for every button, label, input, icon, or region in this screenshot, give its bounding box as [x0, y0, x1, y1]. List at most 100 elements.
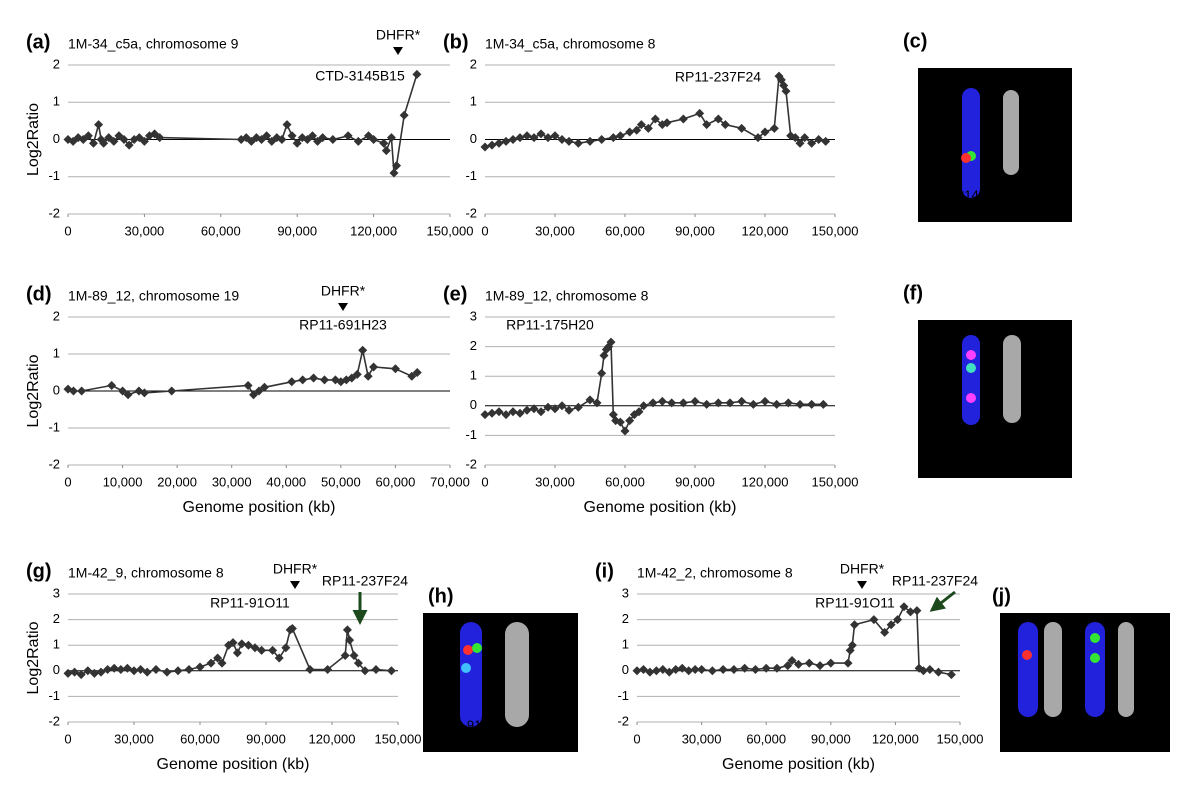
panel-label: (e): [443, 283, 467, 305]
data-point: [369, 362, 379, 372]
chart-title: 1M-42_2, chromosome 8: [637, 565, 793, 581]
data-point: [946, 670, 956, 680]
data-point: [893, 615, 903, 625]
data-point: [702, 399, 712, 409]
x-tick-label: 60,000: [376, 474, 416, 489]
y-tick-label: 0: [470, 397, 477, 412]
y-axis-title: Log2Ratio: [25, 621, 42, 694]
chromosome: [1044, 622, 1062, 717]
data-point: [677, 663, 687, 673]
data-point: [83, 131, 93, 141]
y-tick-label: -2: [465, 205, 477, 220]
data-point: [386, 133, 396, 143]
data-line: [67, 350, 418, 396]
data-point: [543, 133, 553, 143]
data-point: [352, 369, 362, 379]
data-point: [122, 663, 132, 673]
data-point: [664, 667, 674, 677]
panel-label: (f): [903, 282, 923, 304]
data-point: [103, 665, 113, 675]
y-tick-label: 2: [53, 308, 60, 323]
y-tick-label: -1: [48, 688, 60, 703]
chromosome: [1085, 622, 1105, 717]
data-point: [298, 375, 308, 385]
x-tick-label: 120,000: [742, 474, 789, 489]
data-point: [690, 396, 700, 406]
data-point: [643, 123, 653, 133]
data-point: [83, 666, 93, 676]
data-point: [287, 624, 297, 634]
data-point: [94, 120, 104, 130]
data-point: [918, 666, 928, 676]
data-point: [748, 399, 758, 409]
x-tick-label: 90,000: [277, 223, 317, 238]
y-tick-label: 2: [53, 56, 60, 71]
data-point: [480, 142, 490, 152]
panel-label: (c): [903, 30, 927, 52]
data-point: [557, 135, 567, 144]
x-tick-label: 150,000: [812, 223, 859, 238]
annotation: DHFR*: [273, 561, 318, 577]
data-point: [250, 643, 260, 653]
x-tick-label: 60,000: [746, 731, 786, 746]
data-point: [389, 168, 399, 178]
data-point: [597, 368, 607, 378]
annotation: RP11-175H20: [506, 317, 594, 333]
data-point: [814, 135, 824, 144]
y-tick-label: -2: [48, 205, 60, 220]
y-tick-label: -1: [617, 688, 629, 703]
data-point: [529, 404, 539, 414]
y-tick-label: 2: [53, 611, 60, 626]
x-axis-title: Genome position (kb): [584, 499, 737, 516]
data-point: [690, 665, 700, 675]
y-tick-label: -2: [48, 456, 60, 471]
data-point: [347, 373, 357, 383]
data-point: [592, 398, 602, 408]
x-tick-label: 30,000: [535, 474, 575, 489]
y-tick-label: 1: [53, 637, 60, 652]
data-point: [136, 665, 146, 675]
annotation: DHFR*: [321, 283, 366, 299]
x-tick-label: 60,000: [180, 731, 220, 746]
data-point: [657, 396, 667, 406]
data-point: [639, 401, 649, 411]
x-tick-label: 30,000: [125, 223, 165, 238]
x-axis-title: Genome position (kb): [157, 756, 310, 773]
data-point: [287, 377, 297, 387]
data-point: [142, 667, 152, 677]
x-tick-label: 30,000: [535, 223, 575, 238]
data-point: [869, 615, 879, 625]
annotation: CTD-3145B15: [315, 68, 405, 84]
data-point: [487, 408, 497, 418]
x-tick-label: 0: [64, 223, 71, 238]
data-point: [282, 120, 292, 130]
data-point: [206, 658, 216, 668]
data-point: [129, 666, 139, 676]
panel-label: (h): [428, 585, 454, 607]
data-point: [794, 659, 803, 669]
panel-label: (g): [26, 560, 52, 582]
fish-image: [918, 68, 1072, 222]
data-point: [123, 390, 133, 400]
y-tick-label: -1: [465, 427, 477, 442]
data-point: [508, 135, 518, 144]
data-point: [323, 665, 333, 675]
fish-signal: [961, 153, 971, 163]
x-tick-label: 30,000: [114, 731, 154, 746]
x-tick-label: 20,000: [157, 474, 197, 489]
data-point: [753, 133, 763, 143]
data-point: [597, 135, 607, 144]
y-tick-label: -2: [465, 456, 477, 471]
data-point: [407, 371, 417, 381]
chromosome: [962, 88, 980, 198]
data-point: [390, 364, 400, 374]
data-point: [369, 135, 379, 144]
y-tick-label: 0: [53, 382, 60, 397]
data-point: [349, 650, 359, 660]
y-tick-label: -1: [48, 168, 60, 183]
data-point: [360, 666, 370, 676]
y-tick-label: 2: [470, 338, 477, 353]
annotation: RP11-91O11: [815, 595, 895, 611]
data-point: [139, 136, 149, 146]
data-point: [725, 398, 735, 408]
